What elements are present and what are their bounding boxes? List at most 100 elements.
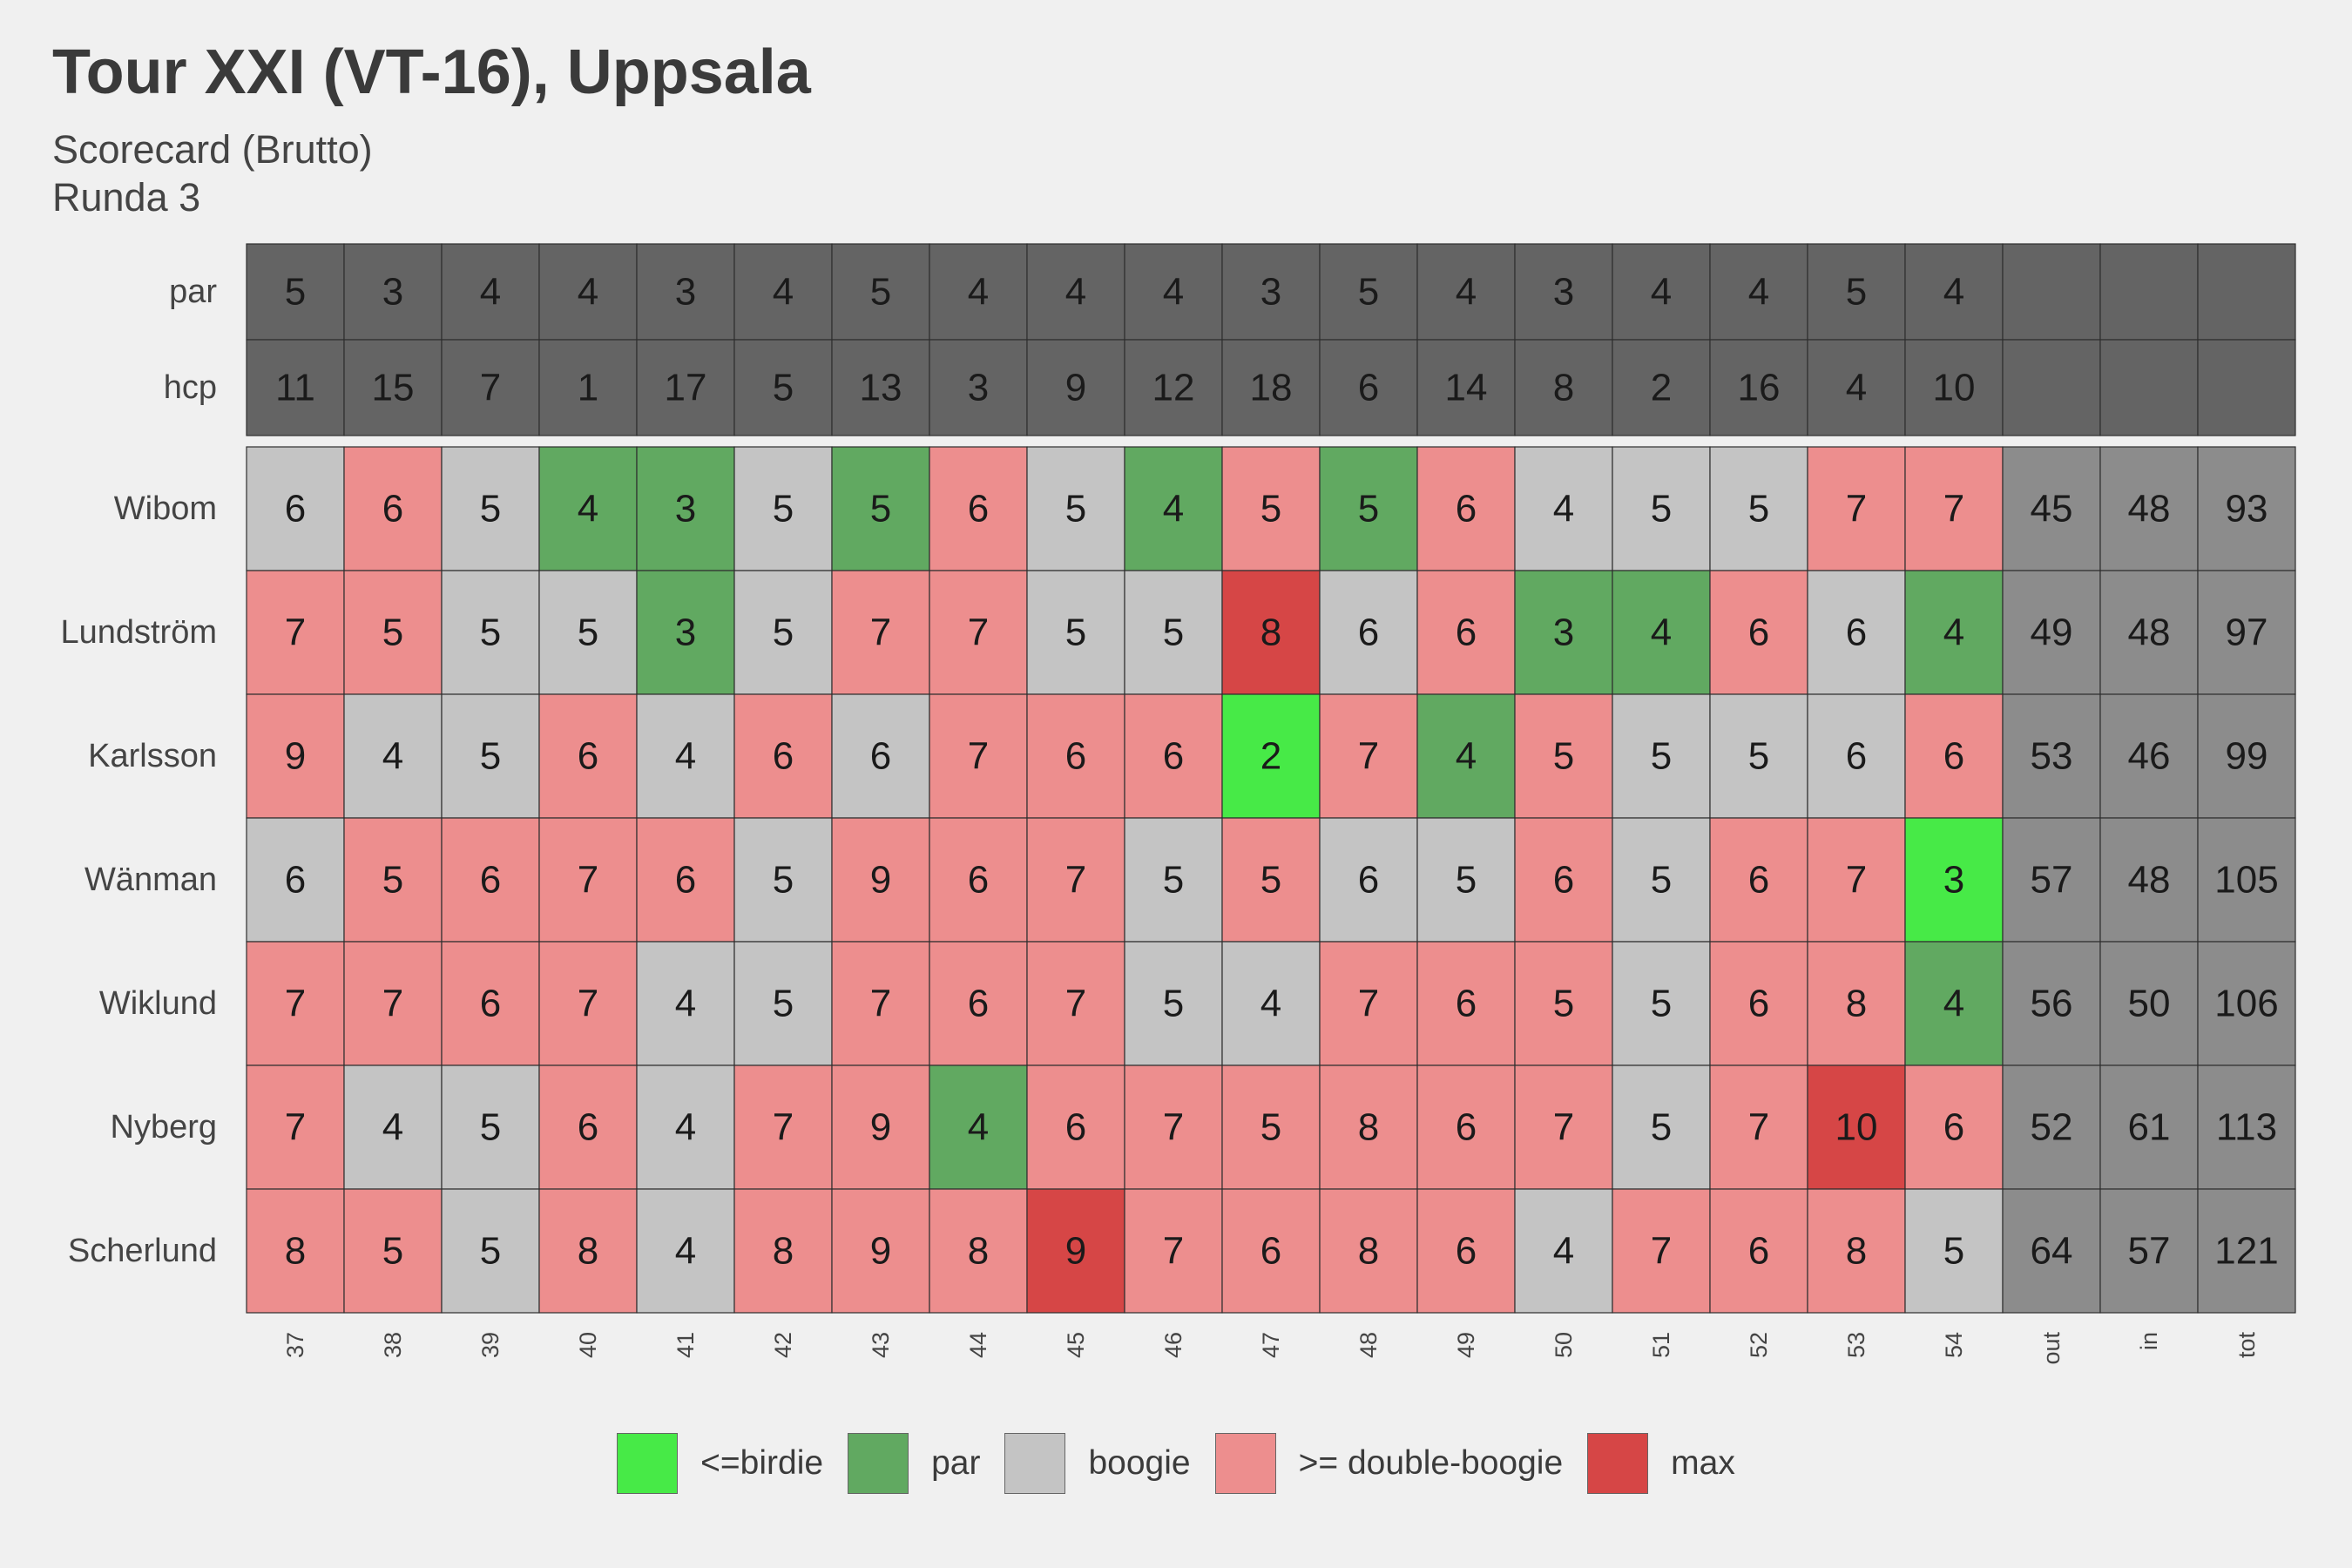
score-value: 5: [578, 612, 598, 654]
score-cell: [538, 570, 638, 695]
score-value: 3: [1553, 612, 1574, 654]
score-value: 8: [1846, 983, 1867, 1025]
score-value: 6: [1748, 1230, 1769, 1273]
score-cell: [441, 1188, 540, 1314]
score-value: 5: [1651, 859, 1672, 902]
score-value: 10: [1835, 1106, 1878, 1149]
score-value: 4: [1456, 735, 1477, 778]
score-value: 3: [675, 488, 696, 531]
score-cell: [1319, 570, 1418, 695]
score-value: 6: [1846, 612, 1867, 654]
header-cell: [1904, 243, 2004, 341]
score-cell: [1612, 570, 1711, 695]
score-value: 6: [1943, 735, 1964, 778]
legend-item: max: [1587, 1433, 1735, 1494]
score-cell: [1221, 570, 1321, 695]
score-value: 5: [480, 488, 501, 531]
header-cell: [929, 243, 1028, 341]
score-cell: [1514, 817, 1613, 943]
score-value: 8: [1846, 1230, 1867, 1273]
header-value: 4: [1846, 367, 1867, 409]
header-cell: [733, 339, 833, 436]
score-value: 6: [1163, 735, 1184, 778]
score-cell: [1221, 693, 1321, 819]
score-value: 4: [382, 1106, 403, 1149]
score-cell: [1416, 817, 1516, 943]
header-cell: [1221, 243, 1321, 341]
score-value: 9: [870, 1106, 891, 1149]
player-label: Wänman: [84, 862, 217, 898]
total-cell: [2002, 1188, 2101, 1314]
score-value: 5: [870, 488, 891, 531]
score-value: 5: [1943, 1230, 1964, 1273]
header-value: 5: [870, 271, 891, 314]
score-value: 4: [1553, 488, 1574, 531]
total-value: 121: [2214, 1230, 2278, 1273]
x-tick-label: 51: [1648, 1332, 1674, 1358]
score-value: 8: [968, 1230, 989, 1273]
score-value: 6: [1456, 983, 1477, 1025]
score-cell: [343, 1188, 443, 1314]
x-tick-label: 45: [1063, 1332, 1089, 1358]
legend: <=birdie par boogie >= double-boogie max: [0, 1429, 2352, 1498]
header-value: 3: [968, 367, 989, 409]
chart-subtitle: Scorecard (Brutto): [52, 127, 373, 172]
score-value: 4: [1943, 983, 1964, 1025]
score-cell: [1124, 1064, 1223, 1190]
x-tick-label: 37: [282, 1332, 308, 1358]
score-cell: [1416, 1188, 1516, 1314]
x-tick-label: 39: [477, 1332, 504, 1358]
x-tick-label: 41: [672, 1332, 699, 1358]
score-cell: [441, 570, 540, 695]
legend-item: par: [848, 1433, 980, 1494]
header-value: 12: [1152, 367, 1195, 409]
score-cell: [246, 817, 345, 943]
score-cell: [733, 1188, 833, 1314]
score-value: 7: [1748, 1106, 1769, 1149]
score-value: 5: [480, 1230, 501, 1273]
score-value: 7: [1358, 735, 1379, 778]
score-value: 4: [675, 735, 696, 778]
total-value: 48: [2128, 612, 2171, 654]
total-cell: [2099, 1188, 2199, 1314]
legend-swatch: [848, 1433, 909, 1494]
total-cell: [2002, 446, 2101, 571]
score-cell: [929, 570, 1028, 695]
score-value: 6: [1846, 735, 1867, 778]
x-tick-label: 44: [965, 1332, 991, 1358]
score-value: 7: [382, 983, 403, 1025]
header-cell: [1612, 339, 1711, 436]
score-cell: [1416, 941, 1516, 1066]
total-cell: [2197, 1064, 2296, 1190]
score-value: 6: [578, 735, 598, 778]
score-cell: [441, 941, 540, 1066]
total-value: 57: [2128, 1230, 2171, 1273]
header-cell: [733, 243, 833, 341]
header-value: 4: [1065, 271, 1086, 314]
score-cell: [1026, 570, 1125, 695]
header-cell: [1026, 339, 1125, 436]
score-cell: [343, 570, 443, 695]
score-value: 7: [1553, 1106, 1574, 1149]
score-value: 6: [1456, 488, 1477, 531]
header-row-label: hcp: [164, 369, 217, 406]
score-value: 5: [1553, 983, 1574, 1025]
score-value: 5: [1065, 612, 1086, 654]
score-cell: [1807, 570, 1906, 695]
header-value: 4: [1456, 271, 1477, 314]
score-value: 5: [1748, 488, 1769, 531]
header-cell: [636, 339, 735, 436]
score-cell: [246, 693, 345, 819]
score-value: 6: [480, 983, 501, 1025]
total-value: 56: [2031, 983, 2073, 1025]
legend-swatch: [617, 1433, 679, 1494]
score-cell: [246, 1188, 345, 1314]
score-value: 7: [285, 1106, 306, 1149]
header-value: 4: [1651, 271, 1672, 314]
score-cell: [1026, 693, 1125, 819]
score-value: 5: [382, 1230, 403, 1273]
score-value: 7: [1065, 983, 1086, 1025]
score-value: 4: [1553, 1230, 1574, 1273]
header-value: 4: [773, 271, 794, 314]
